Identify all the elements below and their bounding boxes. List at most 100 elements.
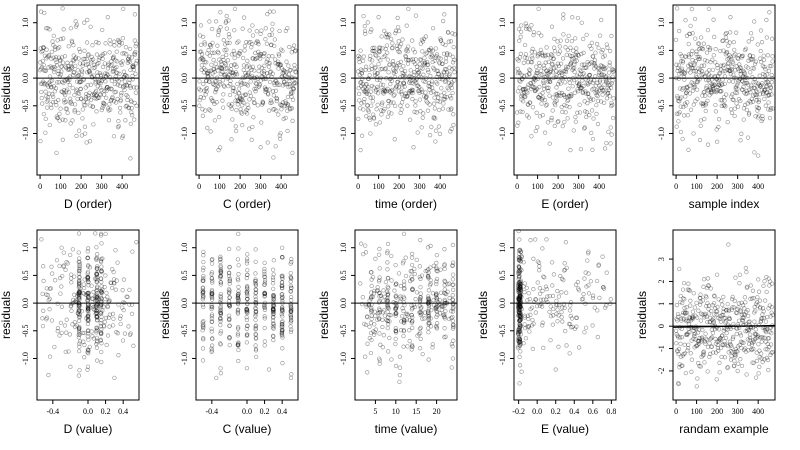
data-point: [548, 314, 554, 319]
data-point: [566, 93, 572, 98]
data-point: [218, 341, 223, 346]
data-point: [128, 98, 134, 103]
data-point: [77, 284, 82, 289]
data-point: [244, 315, 249, 320]
data-point: [94, 272, 100, 277]
data-point: [581, 71, 586, 76]
data-point: [233, 128, 239, 134]
data-point: [533, 87, 539, 93]
data-point: [409, 80, 414, 86]
data-point: [716, 117, 722, 122]
data-point: [751, 93, 756, 98]
data-point: [557, 79, 562, 84]
data-point: [729, 64, 735, 69]
data-point: [604, 42, 609, 47]
data-point: [214, 100, 219, 105]
data-point: [43, 116, 48, 122]
data-point: [690, 66, 696, 71]
data-point: [98, 81, 103, 86]
data-point: [600, 87, 605, 93]
data-point: [129, 55, 135, 60]
data-point: [37, 68, 43, 73]
data-point: [516, 69, 521, 74]
data-point: [128, 331, 133, 336]
data-point: [533, 77, 538, 83]
data-point: [280, 309, 285, 315]
data-point: [97, 55, 102, 60]
data-point: [380, 324, 385, 330]
data-point: [770, 106, 775, 111]
data-point: [80, 61, 86, 66]
data-point: [91, 305, 96, 310]
data-point: [737, 65, 743, 70]
data-point: [439, 74, 445, 79]
data-point: [130, 77, 135, 82]
data-point: [723, 52, 728, 57]
data-point: [243, 70, 248, 76]
data-point: [554, 69, 559, 74]
data-point: [95, 70, 100, 75]
data-point: [574, 80, 580, 85]
x-axis-label: E (order): [541, 197, 588, 211]
data-point: [260, 100, 266, 105]
data-point: [269, 74, 274, 80]
data-point: [115, 331, 120, 336]
data-point: [394, 84, 399, 89]
data-point: [85, 321, 91, 327]
data-point: [695, 54, 700, 60]
data-point: [98, 331, 104, 337]
data-point: [218, 282, 224, 287]
data-point: [515, 57, 520, 62]
data-point: [414, 257, 419, 262]
data-point: [420, 39, 426, 44]
x-tick-label: 200: [393, 182, 405, 191]
data-point: [86, 331, 91, 336]
data-point: [585, 75, 590, 80]
data-point: [770, 54, 775, 59]
data-point: [121, 6, 126, 12]
x-tick-label: 200: [234, 182, 246, 191]
data-point: [378, 67, 383, 72]
data-point: [552, 123, 557, 129]
data-point: [91, 122, 96, 127]
data-point: [44, 56, 49, 61]
data-point: [576, 82, 581, 88]
data-point: [439, 61, 445, 66]
data-point: [517, 354, 522, 359]
data-point: [408, 57, 414, 62]
data-point: [597, 83, 602, 88]
data-point: [289, 372, 294, 377]
data-point: [742, 71, 747, 76]
y-tick-label: 0.0: [339, 73, 348, 83]
y-axis-label: residuals: [158, 291, 172, 339]
data-point: [529, 134, 534, 139]
data-point: [408, 78, 413, 84]
data-point: [227, 40, 232, 46]
data-point: [227, 69, 232, 74]
data-point: [604, 303, 609, 308]
data-point: [517, 78, 522, 83]
data-point: [365, 20, 370, 25]
data-point: [367, 72, 372, 78]
data-point: [427, 133, 433, 138]
data-point: [274, 108, 279, 113]
data-point: [598, 85, 603, 90]
data-point: [262, 274, 267, 279]
data-point: [724, 92, 729, 97]
data-point: [543, 54, 548, 59]
data-point: [70, 72, 76, 78]
data-point: [452, 32, 457, 37]
data-point: [433, 91, 439, 96]
data-point: [98, 294, 103, 299]
data-point: [753, 375, 759, 380]
data-point: [741, 68, 746, 73]
data-point: [545, 72, 550, 77]
data-point: [686, 41, 691, 47]
data-point: [586, 81, 591, 86]
data-point: [60, 273, 65, 279]
data-point: [260, 99, 265, 104]
data-point: [371, 85, 376, 90]
data-point: [674, 75, 679, 81]
data-point: [279, 327, 285, 333]
data-point: [564, 103, 569, 109]
